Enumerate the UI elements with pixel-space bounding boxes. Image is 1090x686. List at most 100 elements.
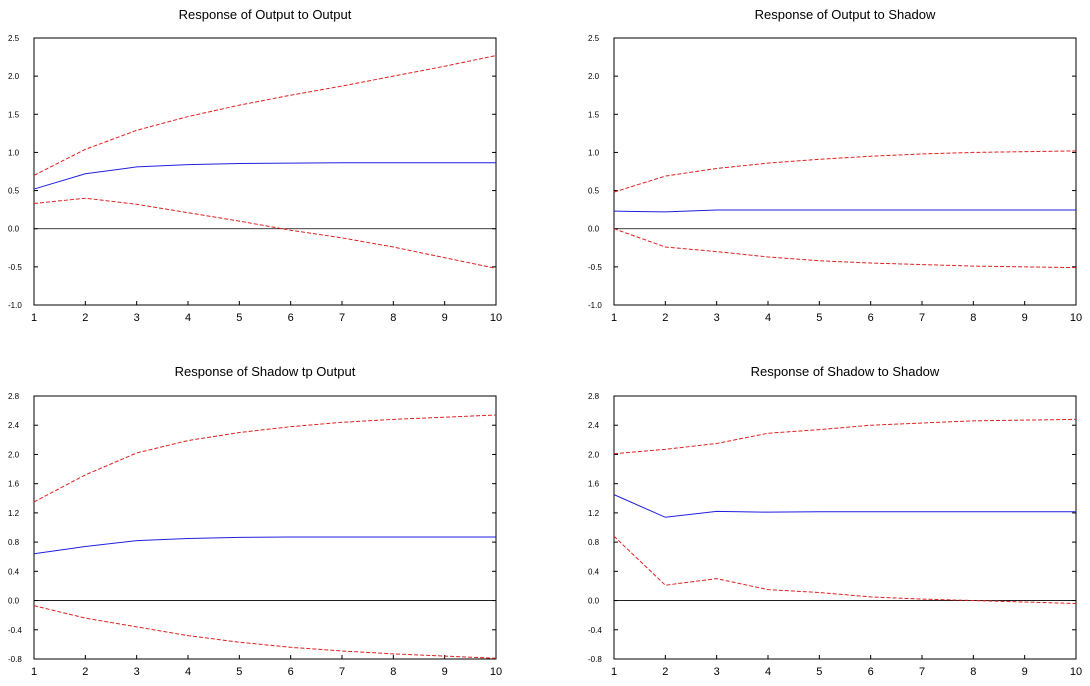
series-line-response <box>613 494 1076 518</box>
x-tick-label: 2 <box>82 312 88 324</box>
y-tick-label: 2.0 <box>588 72 600 81</box>
y-tick-label: 0.5 <box>8 187 20 196</box>
x-tick-label: 8 <box>970 312 976 324</box>
x-tick-label: 7 <box>919 666 925 678</box>
y-tick-label: 2.8 <box>8 392 20 401</box>
chart-title: Response of Output to Output <box>179 7 352 22</box>
y-tick-label: 1.0 <box>588 148 600 157</box>
series-line-response <box>33 536 496 555</box>
series-line-upper <box>613 150 1077 193</box>
x-tick-label: 8 <box>390 312 396 324</box>
series-line-lower <box>613 535 1077 604</box>
x-tick-label: 2 <box>662 312 668 324</box>
x-tick-label: 3 <box>134 312 140 324</box>
series-line-response <box>33 162 496 190</box>
x-tick-label: 8 <box>390 666 396 678</box>
chart-panel-2: Response of Output to Shadow -1.0 -0.5 0.0 0… <box>588 7 1082 324</box>
x-tick-label: 1 <box>31 312 37 324</box>
y-tick-label: 0.0 <box>588 225 600 234</box>
y-tick-label: 0.0 <box>8 225 20 234</box>
x-tick-label: 4 <box>765 666 771 678</box>
chart-panel-3: Response of Shadow tp Output -0.8 -0.4 0.0 0… <box>8 364 502 678</box>
y-tick-label: 1.2 <box>8 509 20 518</box>
plot-frame <box>613 37 1077 306</box>
x-tick-label: 5 <box>816 666 822 678</box>
x-tick-label: 9 <box>1022 312 1028 324</box>
y-tick-label: 1.6 <box>588 480 600 489</box>
y-tick-label: 2.8 <box>588 392 600 401</box>
x-tick-label: 1 <box>611 666 617 678</box>
series-line-lower <box>33 605 497 659</box>
y-tick-label: 0.5 <box>588 187 600 196</box>
y-tick-label: 2.0 <box>588 450 600 459</box>
x-tick-label: 7 <box>919 312 925 324</box>
x-tick-label: 10 <box>1070 666 1082 678</box>
x-tick-label: 10 <box>490 312 502 324</box>
y-tick-label: 2.4 <box>588 421 600 430</box>
y-tick-label: 1.2 <box>588 509 600 518</box>
y-tick-label: 2.5 <box>8 34 20 43</box>
series-line-upper <box>613 418 1077 455</box>
y-tick-label: -1.0 <box>588 301 602 310</box>
x-tick-label: 4 <box>765 312 771 324</box>
y-tick-label: 2.0 <box>8 450 20 459</box>
y-tick-label: 2.5 <box>588 34 600 43</box>
x-tick-label: 4 <box>185 312 191 324</box>
y-tick-label: -0.4 <box>588 626 602 635</box>
x-tick-label: 6 <box>288 312 294 324</box>
y-tick-label: 0.0 <box>588 597 600 606</box>
series-line-upper <box>33 55 497 176</box>
x-tick-label: 3 <box>134 666 140 678</box>
chart-panel-4: Response of Shadow to Shadow -0.8 -0.4 0.0 0… <box>588 364 1082 678</box>
y-tick-label: 0.0 <box>8 597 20 606</box>
chart-panel-1: Response of Output to Output -1.0 -0.5 0.0 0… <box>8 7 502 324</box>
x-tick-label: 7 <box>339 666 345 678</box>
y-tick-label: 1.6 <box>8 480 20 489</box>
x-tick-label: 5 <box>816 312 822 324</box>
x-tick-label: 3 <box>714 312 720 324</box>
x-tick-label: 8 <box>970 666 976 678</box>
y-tick-label: -0.5 <box>588 263 602 272</box>
x-tick-label: 9 <box>1022 666 1028 678</box>
y-tick-label: 0.8 <box>8 538 20 547</box>
x-tick-label: 6 <box>868 666 874 678</box>
plot-frame <box>613 395 1077 660</box>
y-tick-label: -0.8 <box>8 655 22 664</box>
x-tick-label: 10 <box>490 666 502 678</box>
x-tick-label: 10 <box>1070 312 1082 324</box>
x-tick-label: 9 <box>442 666 448 678</box>
x-tick-label: 1 <box>611 312 617 324</box>
x-tick-label: 5 <box>236 312 242 324</box>
x-tick-label: 9 <box>442 312 448 324</box>
plot-frame <box>33 37 497 306</box>
plot-frame <box>33 395 497 660</box>
x-tick-label: 2 <box>662 666 668 678</box>
series-line-lower <box>613 228 1077 269</box>
chart-title: Response of Shadow to Shadow <box>751 364 940 379</box>
x-tick-label: 2 <box>82 666 88 678</box>
y-tick-label: 1.5 <box>588 110 600 119</box>
x-tick-label: 5 <box>236 666 242 678</box>
y-tick-label: 0.4 <box>8 567 20 576</box>
y-tick-label: -0.4 <box>8 626 22 635</box>
y-tick-label: 1.0 <box>8 148 20 157</box>
chart-title: Response of Output to Shadow <box>755 7 936 22</box>
x-tick-label: 1 <box>31 666 37 678</box>
x-tick-label: 7 <box>339 312 345 324</box>
series-line-upper <box>33 414 497 503</box>
x-tick-label: 3 <box>714 666 720 678</box>
chart-title: Response of Shadow tp Output <box>175 364 356 379</box>
y-tick-label: 0.4 <box>588 567 600 576</box>
y-tick-label: 2.0 <box>8 72 20 81</box>
series-line-lower <box>33 197 497 269</box>
y-tick-label: -0.8 <box>588 655 602 664</box>
x-tick-label: 6 <box>288 666 294 678</box>
x-tick-label: 4 <box>185 666 191 678</box>
series-line-response <box>613 209 1076 213</box>
y-tick-label: 1.5 <box>8 110 20 119</box>
y-tick-label: -1.0 <box>8 301 22 310</box>
y-tick-label: -0.5 <box>8 263 22 272</box>
y-tick-label: 2.4 <box>8 421 20 430</box>
x-tick-label: 6 <box>868 312 874 324</box>
